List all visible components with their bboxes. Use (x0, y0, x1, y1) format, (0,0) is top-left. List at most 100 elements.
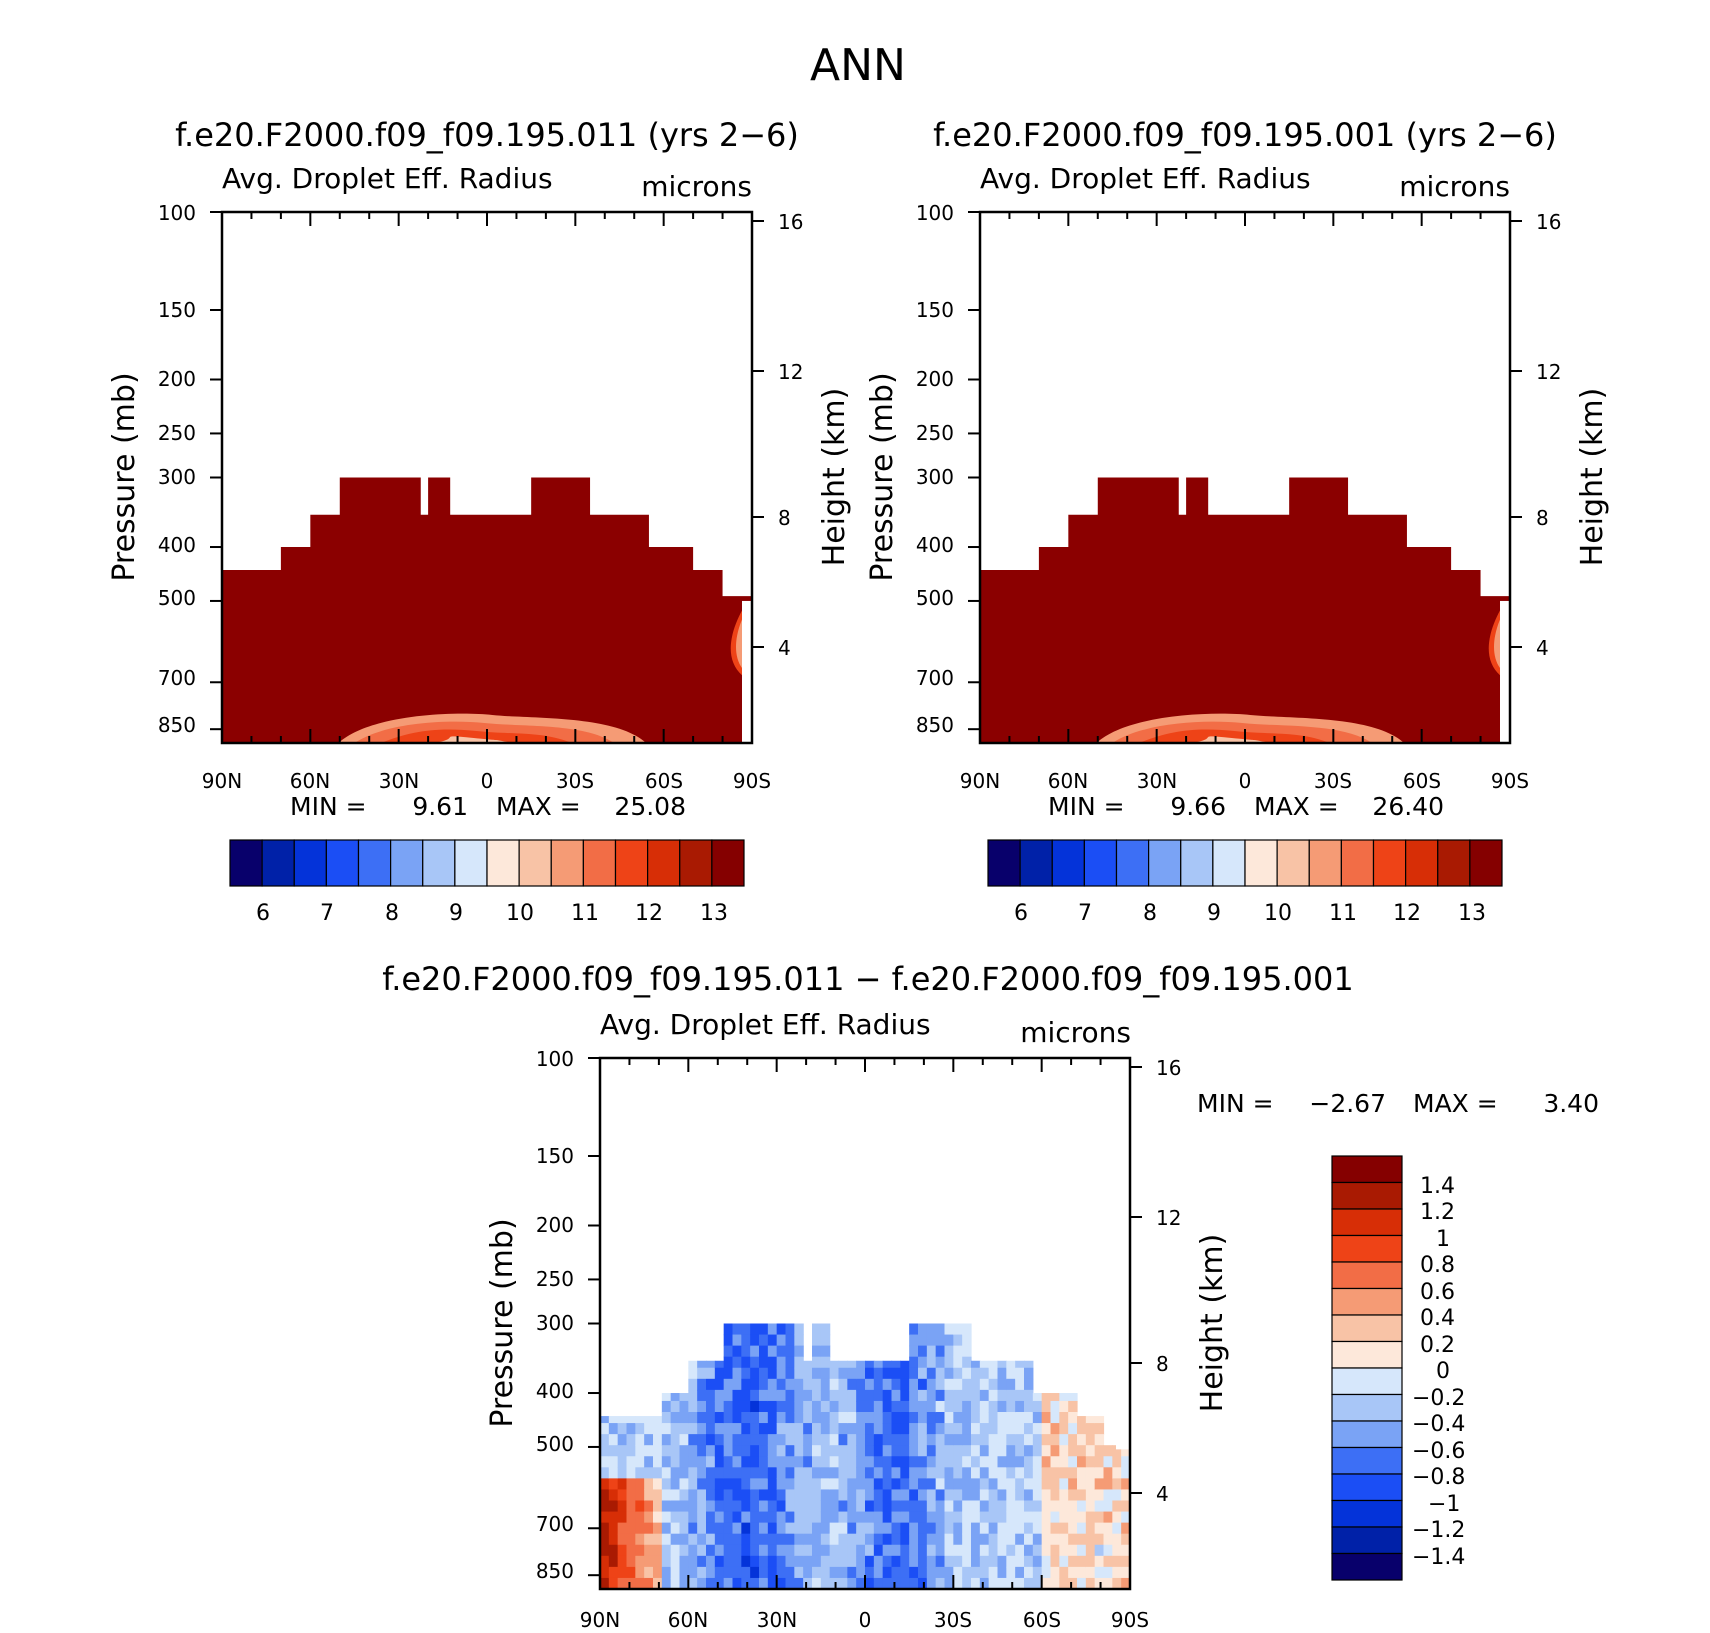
field-cell (608, 1456, 619, 1468)
field-mass (980, 477, 1510, 743)
field-cell (953, 1544, 963, 1557)
x-tick-label: 90S (1111, 1608, 1149, 1632)
field-cell (750, 1389, 760, 1402)
field-cell (750, 1577, 760, 1590)
field-cell (732, 1445, 742, 1457)
field-cell (962, 1533, 972, 1546)
field-cell (812, 1577, 822, 1590)
field-cell (750, 1412, 760, 1424)
field-cell (1024, 1445, 1034, 1457)
field-cell (732, 1566, 742, 1579)
field-cell (812, 1400, 822, 1413)
field-cell (1068, 1467, 1078, 1479)
field-cell (1050, 1533, 1060, 1546)
x-tick-label: 0 (859, 1608, 872, 1632)
field-cell (741, 1544, 751, 1557)
field-cell (812, 1345, 822, 1358)
field-cell (741, 1489, 751, 1502)
field-cell (723, 1500, 734, 1513)
colorbar-swatch (1083, 839, 1118, 887)
colorbar-swatch (1405, 839, 1439, 887)
field-cell (785, 1522, 795, 1535)
field-cell (900, 1400, 910, 1413)
field-cell (741, 1412, 751, 1424)
field-cell (732, 1378, 742, 1391)
y-tick-label: 700 (536, 1512, 574, 1536)
field-cell (918, 1400, 928, 1413)
field-cell (865, 1522, 875, 1535)
field-cell (714, 1500, 725, 1513)
field-cell (820, 1367, 831, 1380)
colorbar-label: 0.2 (1420, 1333, 1455, 1358)
colorbar-swatch (1340, 839, 1375, 887)
x-tick-label: 60S (645, 769, 683, 793)
x-tick-label: 90N (960, 769, 1000, 793)
panel-diff-units: microns (1020, 1016, 1131, 1049)
x-tick-label: 60N (668, 1608, 708, 1632)
field-cell (918, 1323, 928, 1336)
field-cell (767, 1412, 778, 1424)
field-cell (732, 1456, 742, 1468)
field-cell (1032, 1544, 1043, 1557)
field-cell (856, 1544, 866, 1557)
field-cell (1015, 1522, 1025, 1535)
field-cell (882, 1566, 893, 1579)
field-cell (714, 1400, 725, 1413)
field-cell (785, 1356, 795, 1369)
panel-b: f.e20.F2000.f09_f09.195.001 (yrs 2−6) Av… (865, 116, 1610, 926)
field-cell (679, 1400, 689, 1413)
field-cell (1015, 1423, 1025, 1435)
field-cell (856, 1555, 866, 1568)
field-cell (882, 1456, 893, 1468)
field-cell (759, 1378, 769, 1391)
y-tick-label: 850 (536, 1559, 574, 1583)
field-cell (644, 1467, 654, 1479)
field-cell (962, 1423, 972, 1435)
field-cell (997, 1577, 1007, 1590)
field-cell (750, 1400, 760, 1413)
field-cell (838, 1577, 848, 1590)
y-right-tick-label: 16 (1156, 1056, 1181, 1080)
field-cell (847, 1544, 857, 1557)
field-cell (1050, 1500, 1060, 1513)
field-cell (653, 1478, 663, 1491)
field-cell (1068, 1555, 1078, 1568)
field-cell (1024, 1478, 1034, 1491)
field-cell (847, 1511, 857, 1524)
field-cell (918, 1345, 928, 1358)
field-cell (776, 1412, 787, 1424)
x-tick-label: 60S (1023, 1608, 1061, 1632)
field-cell (785, 1389, 795, 1402)
field-cell (706, 1511, 716, 1524)
y-tick-label: 500 (916, 586, 954, 610)
field-cell (953, 1478, 963, 1491)
field-cell (812, 1511, 822, 1524)
field-cell (1032, 1566, 1043, 1579)
field-cell (873, 1566, 884, 1579)
field-cell (1085, 1456, 1096, 1468)
panel-b-minor-ticks (968, 211, 1522, 743)
field-cell (856, 1456, 866, 1468)
field-cell (1050, 1456, 1060, 1468)
field-cell (865, 1389, 875, 1402)
field-cell (909, 1544, 919, 1557)
field-cell (865, 1544, 875, 1557)
field-cell (714, 1456, 725, 1468)
field-cell (759, 1544, 769, 1557)
field-cell (1032, 1577, 1043, 1590)
field-cell (653, 1445, 663, 1457)
field-cell (1050, 1577, 1060, 1590)
field-cell (714, 1489, 725, 1502)
field-cell (679, 1522, 689, 1535)
field-cell (838, 1367, 848, 1380)
field-cell (820, 1400, 831, 1413)
field-cell (759, 1577, 769, 1590)
field-cell (935, 1400, 946, 1413)
field-cell (776, 1423, 787, 1435)
field-cell (909, 1334, 919, 1347)
field-cell (697, 1367, 707, 1380)
y-right-tick-label: 16 (778, 210, 803, 234)
field-cell (873, 1577, 884, 1590)
field-cell (732, 1412, 742, 1424)
field-cell (882, 1511, 893, 1524)
